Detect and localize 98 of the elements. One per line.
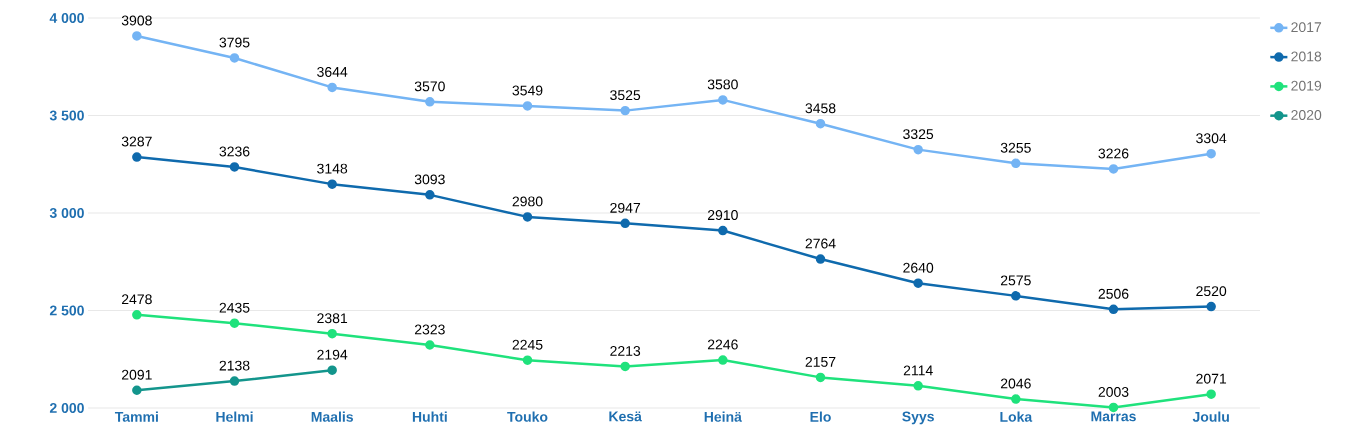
data-label: 2194	[317, 349, 348, 360]
data-label: 3458	[805, 103, 836, 114]
x-tick-label: Tammi	[114, 411, 158, 422]
x-tick-label: Huhti	[412, 411, 447, 422]
data-label: 3908	[121, 15, 152, 26]
data-label: 2435	[219, 302, 250, 313]
point	[913, 381, 923, 391]
data-label: 2157	[805, 356, 836, 367]
data-label: 2640	[903, 262, 934, 273]
data-label: 3304	[1196, 133, 1227, 144]
point	[718, 95, 728, 105]
point	[1011, 158, 1021, 169]
legend-label: 2019	[1291, 80, 1322, 91]
data-label: 3226	[1098, 148, 1129, 159]
legend-label: 2017	[1291, 22, 1322, 33]
point	[620, 105, 630, 116]
x-tick-label: Kesä	[609, 411, 642, 422]
point	[229, 376, 240, 386]
legend-label: 2020	[1291, 110, 1322, 120]
y-tick-label: 3 500	[49, 110, 84, 121]
y-tick-label: 2 500	[49, 305, 84, 316]
x-tick-label: Joulu	[1192, 411, 1229, 422]
legend-label: 2018	[1291, 51, 1322, 62]
x-tick-label: Syys	[902, 411, 934, 425]
y-tick-label: 2 000	[49, 403, 84, 413]
data-label: 3287	[121, 136, 152, 147]
point	[815, 372, 826, 383]
data-label: 2947	[610, 202, 641, 213]
point	[229, 53, 240, 63]
data-label: 3093	[414, 174, 445, 185]
point	[132, 310, 142, 320]
point	[327, 328, 337, 339]
data-label: 2114	[903, 365, 933, 376]
data-label: 3644	[317, 66, 348, 77]
data-label: 2046	[1000, 378, 1031, 389]
point	[522, 101, 533, 111]
data-label: 2506	[1098, 288, 1129, 299]
data-label: 3148	[317, 163, 348, 174]
data-label: 3525	[610, 90, 641, 101]
x-tick-label: Maalis	[311, 411, 353, 422]
point	[327, 179, 337, 189]
x-tick-label: Heinä	[704, 411, 742, 422]
data-label: 2071	[1196, 373, 1227, 384]
data-label: 2381	[317, 313, 348, 324]
point	[620, 361, 630, 372]
point	[913, 144, 923, 155]
y-tick-label: 4 000	[49, 13, 84, 23]
x-tick-label: Helmi	[216, 411, 253, 422]
point	[425, 190, 435, 200]
point	[425, 97, 435, 107]
data-label: 2575	[1000, 275, 1031, 286]
data-label: 2478	[121, 294, 152, 305]
point	[425, 340, 435, 350]
point	[229, 318, 240, 328]
x-tick-label: Loka	[1000, 411, 1033, 422]
point	[522, 212, 533, 222]
point	[718, 225, 728, 236]
point	[1206, 301, 1216, 312]
point	[913, 278, 923, 288]
point	[132, 152, 142, 162]
data-label: 2245	[512, 339, 543, 350]
data-label: 3580	[707, 79, 738, 90]
x-tick-label: Marras	[1091, 411, 1136, 422]
data-label: 2246	[707, 339, 738, 350]
point	[132, 31, 142, 41]
point	[1206, 148, 1216, 159]
point	[327, 365, 337, 375]
data-label: 2910	[707, 210, 738, 221]
data-label: 2323	[414, 324, 445, 335]
y-tick-label: 3 000	[49, 208, 84, 218]
data-label: 2003	[1098, 386, 1129, 397]
point	[229, 162, 240, 172]
point	[620, 218, 630, 229]
point	[1108, 304, 1119, 315]
data-label: 3549	[512, 85, 543, 96]
point	[132, 385, 142, 396]
data-label: 2980	[512, 196, 543, 207]
data-label: 2138	[219, 360, 250, 371]
point	[718, 355, 728, 365]
data-label: 2520	[1196, 286, 1227, 297]
data-label: 3570	[414, 81, 445, 92]
data-label: 2213	[610, 346, 641, 356]
x-tick-label: Touko	[507, 411, 548, 422]
point	[327, 82, 337, 93]
point	[1011, 291, 1021, 301]
data-label: 3236	[219, 146, 250, 157]
data-label: 3255	[1000, 142, 1031, 153]
data-label: 3795	[219, 37, 250, 48]
point	[815, 254, 826, 264]
point	[1206, 389, 1216, 399]
data-label: 3325	[903, 129, 934, 140]
data-label: 2764	[805, 238, 836, 249]
point	[815, 118, 826, 129]
x-tick-label: Elo	[810, 411, 831, 422]
data-label: 2091	[121, 369, 152, 380]
point	[1011, 394, 1021, 404]
point	[522, 355, 533, 365]
point	[1108, 164, 1119, 174]
